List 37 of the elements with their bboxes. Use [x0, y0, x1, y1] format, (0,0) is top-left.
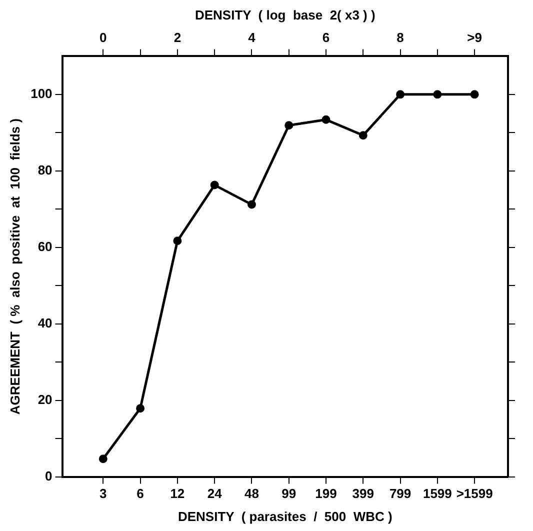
point [173, 236, 182, 246]
x2-tick-label: >9 [467, 30, 482, 45]
x-tick-label: 24 [207, 486, 223, 502]
x2-axis-title: DENSITY ( log base 2( x3 ) ) [194, 7, 376, 22]
x-axis-title: DENSITY ( parasites / 500 WBC ) [178, 508, 392, 524]
x2-tick-label: 4 [248, 30, 256, 45]
x-tick-label: 1599 [422, 486, 452, 502]
x2-tick-label: 2 [174, 30, 182, 45]
x-tick-label: 799 [389, 486, 412, 502]
y-tick-label: 80 [38, 162, 52, 178]
y-tick-label: 40 [38, 315, 52, 330]
x-tick-label: 3 [100, 486, 107, 502]
x-tick-label: 199 [315, 486, 337, 502]
point [433, 90, 442, 99]
x-tick-label: >1599 [456, 486, 493, 502]
x-tick-label: 6 [136, 486, 144, 502]
point [358, 131, 368, 140]
point [98, 454, 108, 464]
x2-tick-label: 0 [100, 30, 107, 45]
y-axis-title: AGREEMENT ( % also positive at 100 fields ) [7, 118, 22, 415]
point [284, 121, 294, 130]
point [136, 404, 145, 413]
x2-tick-label: 6 [322, 30, 330, 45]
x-tick-label: 12 [170, 486, 185, 502]
y-tick-label: 20 [38, 392, 52, 407]
point [322, 115, 330, 124]
x-tick-label: 399 [352, 486, 374, 502]
point [396, 90, 405, 99]
point [470, 90, 479, 99]
x-tick-label: 99 [282, 486, 296, 502]
point [210, 180, 219, 190]
y-tick-label: 100 [30, 86, 52, 102]
x-tick-label: 48 [244, 486, 259, 502]
point [247, 200, 256, 209]
x2-tick-label: 8 [396, 30, 404, 45]
y-tick-label: 0 [45, 468, 52, 484]
y-tick-label: 60 [38, 238, 52, 254]
